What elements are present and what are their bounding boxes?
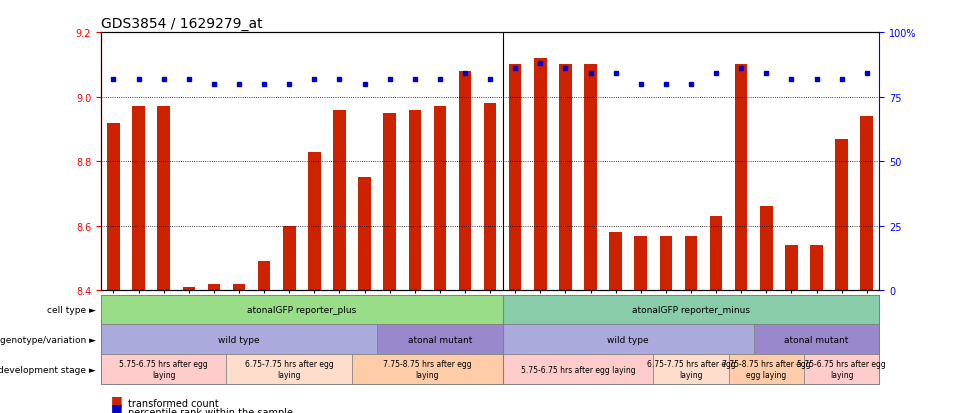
Text: wild type: wild type xyxy=(607,335,649,344)
Bar xyxy=(133,107,145,291)
Text: atonalGFP reporter_minus: atonalGFP reporter_minus xyxy=(632,305,750,314)
Bar xyxy=(108,123,120,291)
Bar xyxy=(408,110,421,291)
Text: 7.75-8.75 hrs after egg
laying: 7.75-8.75 hrs after egg laying xyxy=(383,360,472,379)
Bar xyxy=(835,139,848,291)
Bar xyxy=(810,246,823,291)
Bar xyxy=(584,65,597,291)
Text: transformed count: transformed count xyxy=(128,399,218,408)
Bar xyxy=(659,236,672,291)
Bar xyxy=(333,110,346,291)
Text: atonal mutant: atonal mutant xyxy=(407,335,472,344)
Bar xyxy=(760,207,773,291)
Bar xyxy=(258,262,270,291)
Bar xyxy=(534,59,547,291)
Text: ■: ■ xyxy=(111,401,122,413)
Bar xyxy=(710,217,723,291)
Bar xyxy=(158,107,170,291)
Bar xyxy=(609,233,622,291)
Bar xyxy=(509,65,522,291)
Text: percentile rank within the sample: percentile rank within the sample xyxy=(128,407,293,413)
Text: ■: ■ xyxy=(111,393,122,406)
Bar xyxy=(283,226,296,291)
Bar xyxy=(183,287,195,291)
Text: 7.75-8.75 hrs after egg
egg laying: 7.75-8.75 hrs after egg egg laying xyxy=(722,360,811,379)
Text: GDS3854 / 1629279_at: GDS3854 / 1629279_at xyxy=(101,17,262,31)
Text: 5.75-6.75 hrs after egg
laying: 5.75-6.75 hrs after egg laying xyxy=(798,360,886,379)
Text: 6.75-7.75 hrs after egg
laying: 6.75-7.75 hrs after egg laying xyxy=(245,360,333,379)
Bar xyxy=(735,65,748,291)
Bar xyxy=(785,246,798,291)
Bar xyxy=(483,104,497,291)
Bar xyxy=(233,284,245,291)
Text: wild type: wild type xyxy=(218,335,259,344)
Bar xyxy=(458,72,471,291)
Bar xyxy=(358,178,371,291)
Text: atonal mutant: atonal mutant xyxy=(784,335,849,344)
Text: 6.75-7.75 hrs after egg
laying: 6.75-7.75 hrs after egg laying xyxy=(647,360,735,379)
Bar xyxy=(383,114,396,291)
Bar xyxy=(685,236,698,291)
Text: atonalGFP reporter_plus: atonalGFP reporter_plus xyxy=(247,305,357,314)
Text: genotype/variation ►: genotype/variation ► xyxy=(0,335,96,344)
Bar xyxy=(308,152,321,291)
Bar xyxy=(433,107,446,291)
Text: 5.75-6.75 hrs after egg
laying: 5.75-6.75 hrs after egg laying xyxy=(119,360,208,379)
Text: development stage ►: development stage ► xyxy=(0,365,96,374)
Text: 5.75-6.75 hrs after egg laying: 5.75-6.75 hrs after egg laying xyxy=(521,365,635,374)
Bar xyxy=(208,284,220,291)
Bar xyxy=(634,236,647,291)
Text: cell type ►: cell type ► xyxy=(47,305,96,314)
Bar xyxy=(860,117,873,291)
Bar xyxy=(559,65,572,291)
